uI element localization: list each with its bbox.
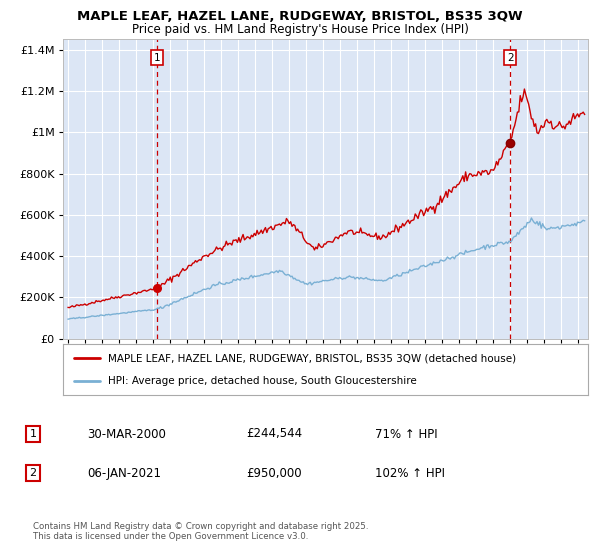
Text: HPI: Average price, detached house, South Gloucestershire: HPI: Average price, detached house, Sout… (107, 376, 416, 386)
Text: 1: 1 (29, 429, 37, 439)
Text: 2: 2 (29, 468, 37, 478)
Text: 102% ↑ HPI: 102% ↑ HPI (375, 466, 445, 480)
Text: 1: 1 (154, 53, 161, 63)
Text: 06-JAN-2021: 06-JAN-2021 (87, 466, 161, 480)
Text: £244,544: £244,544 (246, 427, 302, 441)
Text: 2: 2 (507, 53, 514, 63)
Text: 71% ↑ HPI: 71% ↑ HPI (375, 427, 437, 441)
Text: MAPLE LEAF, HAZEL LANE, RUDGEWAY, BRISTOL, BS35 3QW: MAPLE LEAF, HAZEL LANE, RUDGEWAY, BRISTO… (77, 10, 523, 22)
Text: MAPLE LEAF, HAZEL LANE, RUDGEWAY, BRISTOL, BS35 3QW (detached house): MAPLE LEAF, HAZEL LANE, RUDGEWAY, BRISTO… (107, 353, 516, 363)
Text: Price paid vs. HM Land Registry's House Price Index (HPI): Price paid vs. HM Land Registry's House … (131, 23, 469, 36)
Text: 30-MAR-2000: 30-MAR-2000 (87, 427, 166, 441)
Text: £950,000: £950,000 (246, 466, 302, 480)
Text: Contains HM Land Registry data © Crown copyright and database right 2025.
This d: Contains HM Land Registry data © Crown c… (33, 522, 368, 542)
